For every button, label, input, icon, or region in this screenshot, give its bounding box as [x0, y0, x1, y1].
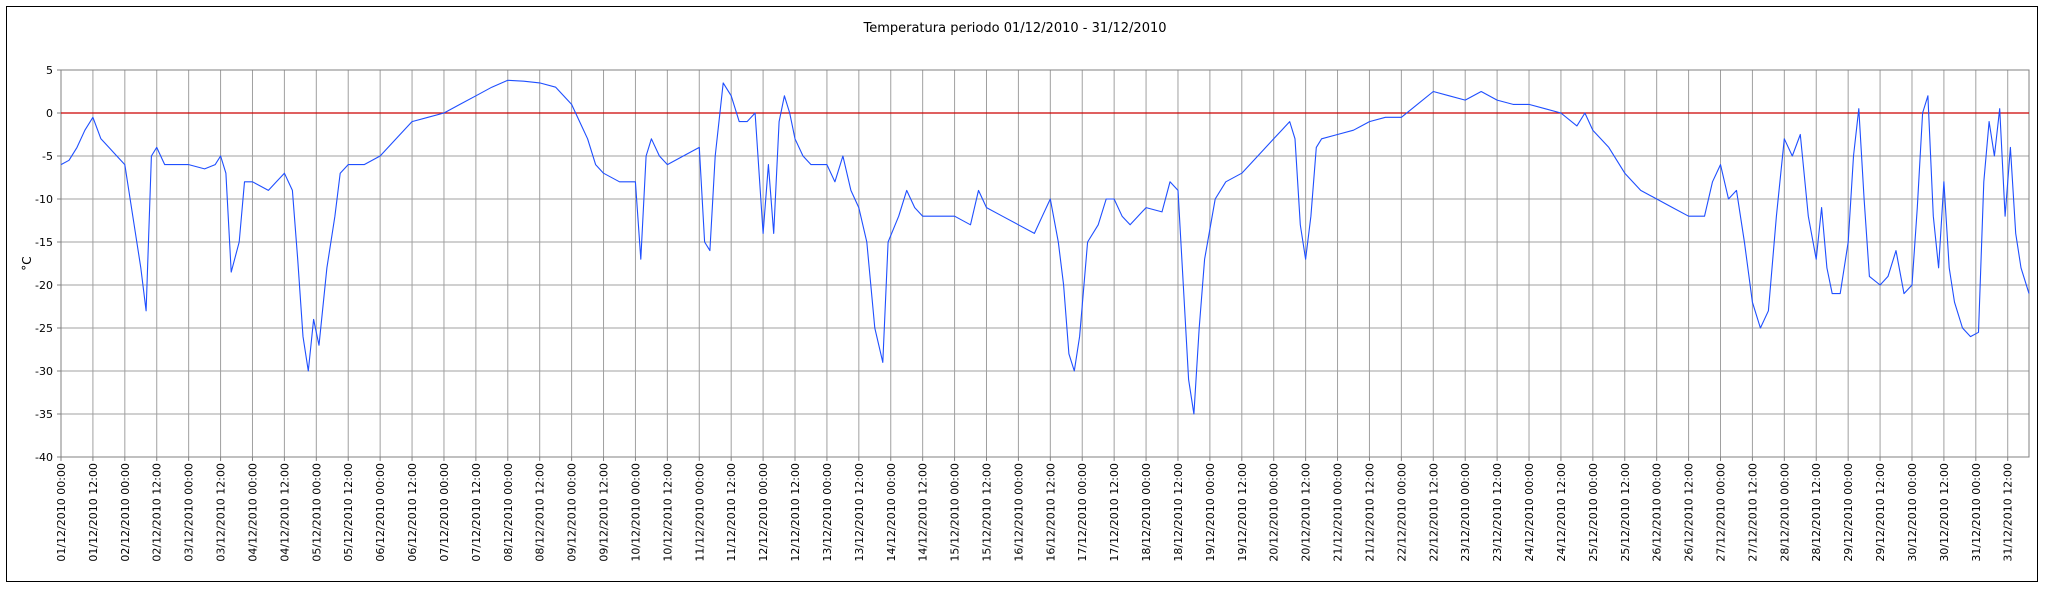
x-tick-label: 05/12/2010 00:00 — [310, 463, 323, 562]
chart-title: Temperatura periodo 01/12/2010 - 31/12/2… — [862, 21, 1166, 36]
x-tick-label: 01/12/2010 12:00 — [87, 463, 100, 562]
y-tick-label: -20 — [35, 279, 53, 292]
x-tick-label: 30/12/2010 12:00 — [1938, 463, 1951, 562]
plot-area — [60, 69, 2030, 458]
x-tick-label: 10/12/2010 00:00 — [629, 463, 642, 562]
y-tick-label: -25 — [35, 322, 53, 335]
x-tick-label: 31/12/2010 00:00 — [1970, 463, 1983, 562]
y-tick-label: -35 — [35, 408, 53, 421]
x-tick-label: 06/12/2010 00:00 — [374, 463, 387, 562]
x-tick-label: 25/12/2010 12:00 — [1619, 463, 1632, 562]
x-tick-label: 19/12/2010 00:00 — [1204, 463, 1217, 562]
x-tick-label: 15/12/2010 12:00 — [980, 463, 993, 562]
x-tick-label: 21/12/2010 00:00 — [1332, 463, 1345, 562]
x-tick-label: 07/12/2010 00:00 — [438, 463, 451, 562]
x-tick-label: 09/12/2010 00:00 — [566, 463, 579, 562]
x-tick-label: 03/12/2010 00:00 — [183, 463, 196, 562]
x-tick-label: 07/12/2010 12:00 — [470, 463, 483, 562]
x-tick-label: 11/12/2010 12:00 — [725, 463, 738, 562]
x-tick-label: 24/12/2010 12:00 — [1555, 463, 1568, 562]
x-tick-label: 25/12/2010 00:00 — [1587, 463, 1600, 562]
x-tick-label: 26/12/2010 00:00 — [1651, 463, 1664, 562]
x-tick-label: 04/12/2010 12:00 — [278, 463, 291, 562]
x-tick-label: 24/12/2010 00:00 — [1523, 463, 1536, 562]
y-tick-label: -40 — [35, 451, 53, 464]
x-tick-label: 14/12/2010 00:00 — [885, 463, 898, 562]
x-tick-label: 23/12/2010 00:00 — [1459, 463, 1472, 562]
chart-frame: Temperatura periodo 01/12/2010 - 31/12/2… — [6, 6, 2038, 582]
y-tick-label: 5 — [46, 64, 53, 77]
x-tick-label: 11/12/2010 00:00 — [693, 463, 706, 562]
y-axis-label: °C — [20, 256, 34, 270]
x-tick-label: 18/12/2010 00:00 — [1140, 463, 1153, 562]
y-tick-label: -15 — [35, 236, 53, 249]
x-tick-label: 20/12/2010 12:00 — [1300, 463, 1313, 562]
x-tick-label: 29/12/2010 12:00 — [1874, 463, 1887, 562]
x-tick-label: 05/12/2010 12:00 — [342, 463, 355, 562]
x-tick-label: 02/12/2010 00:00 — [119, 463, 132, 562]
x-tick-label: 31/12/2010 12:00 — [2002, 463, 2015, 562]
x-tick-label: 06/12/2010 12:00 — [406, 463, 419, 562]
x-tick-label: 03/12/2010 12:00 — [215, 463, 228, 562]
x-tick-label: 28/12/2010 12:00 — [1810, 463, 1823, 562]
x-tick-label: 04/12/2010 00:00 — [246, 463, 259, 562]
x-tick-label: 18/12/2010 12:00 — [1172, 463, 1185, 562]
x-tick-label: 16/12/2010 12:00 — [1044, 463, 1057, 562]
x-tick-label: 22/12/2010 12:00 — [1427, 463, 1440, 562]
x-tick-label: 09/12/2010 12:00 — [598, 463, 611, 562]
x-tick-label: 12/12/2010 00:00 — [757, 463, 770, 562]
x-tick-label: 23/12/2010 12:00 — [1491, 463, 1504, 562]
x-tick-label: 26/12/2010 12:00 — [1683, 463, 1696, 562]
x-tick-label: 16/12/2010 00:00 — [1012, 463, 1025, 562]
line-chart: Temperatura periodo 01/12/2010 - 31/12/2… — [20, 21, 2030, 562]
x-tick-label: 12/12/2010 12:00 — [789, 463, 802, 562]
x-tick-label: 17/12/2010 12:00 — [1108, 463, 1121, 562]
x-tick-label: 29/12/2010 00:00 — [1842, 463, 1855, 562]
x-tick-label: 01/12/2010 00:00 — [55, 463, 68, 562]
x-tick-label: 15/12/2010 00:00 — [949, 463, 962, 562]
y-tick-label: -10 — [35, 193, 53, 206]
y-tick-label: -30 — [35, 365, 53, 378]
x-tick-label: 13/12/2010 12:00 — [853, 463, 866, 562]
x-tick-label: 02/12/2010 12:00 — [151, 463, 164, 562]
x-tick-label: 10/12/2010 12:00 — [661, 463, 674, 562]
y-tick-label: 0 — [46, 107, 53, 120]
y-tick-label: -5 — [42, 150, 53, 163]
x-tick-label: 20/12/2010 00:00 — [1268, 463, 1281, 562]
x-tick-label: 27/12/2010 12:00 — [1746, 463, 1759, 562]
x-tick-label: 17/12/2010 00:00 — [1076, 463, 1089, 562]
x-tick-label: 28/12/2010 00:00 — [1778, 463, 1791, 562]
x-tick-label: 14/12/2010 12:00 — [917, 463, 930, 562]
x-tick-label: 19/12/2010 12:00 — [1236, 463, 1249, 562]
x-tick-label: 21/12/2010 12:00 — [1363, 463, 1376, 562]
temperature-series-line — [60, 79, 2030, 415]
x-tick-label: 08/12/2010 00:00 — [502, 463, 515, 562]
x-tick-label: 22/12/2010 00:00 — [1395, 463, 1408, 562]
x-tick-label: 13/12/2010 00:00 — [821, 463, 834, 562]
x-tick-label: 27/12/2010 00:00 — [1715, 463, 1728, 562]
x-tick-label: 30/12/2010 00:00 — [1906, 463, 1919, 562]
x-tick-label: 08/12/2010 12:00 — [534, 463, 547, 562]
